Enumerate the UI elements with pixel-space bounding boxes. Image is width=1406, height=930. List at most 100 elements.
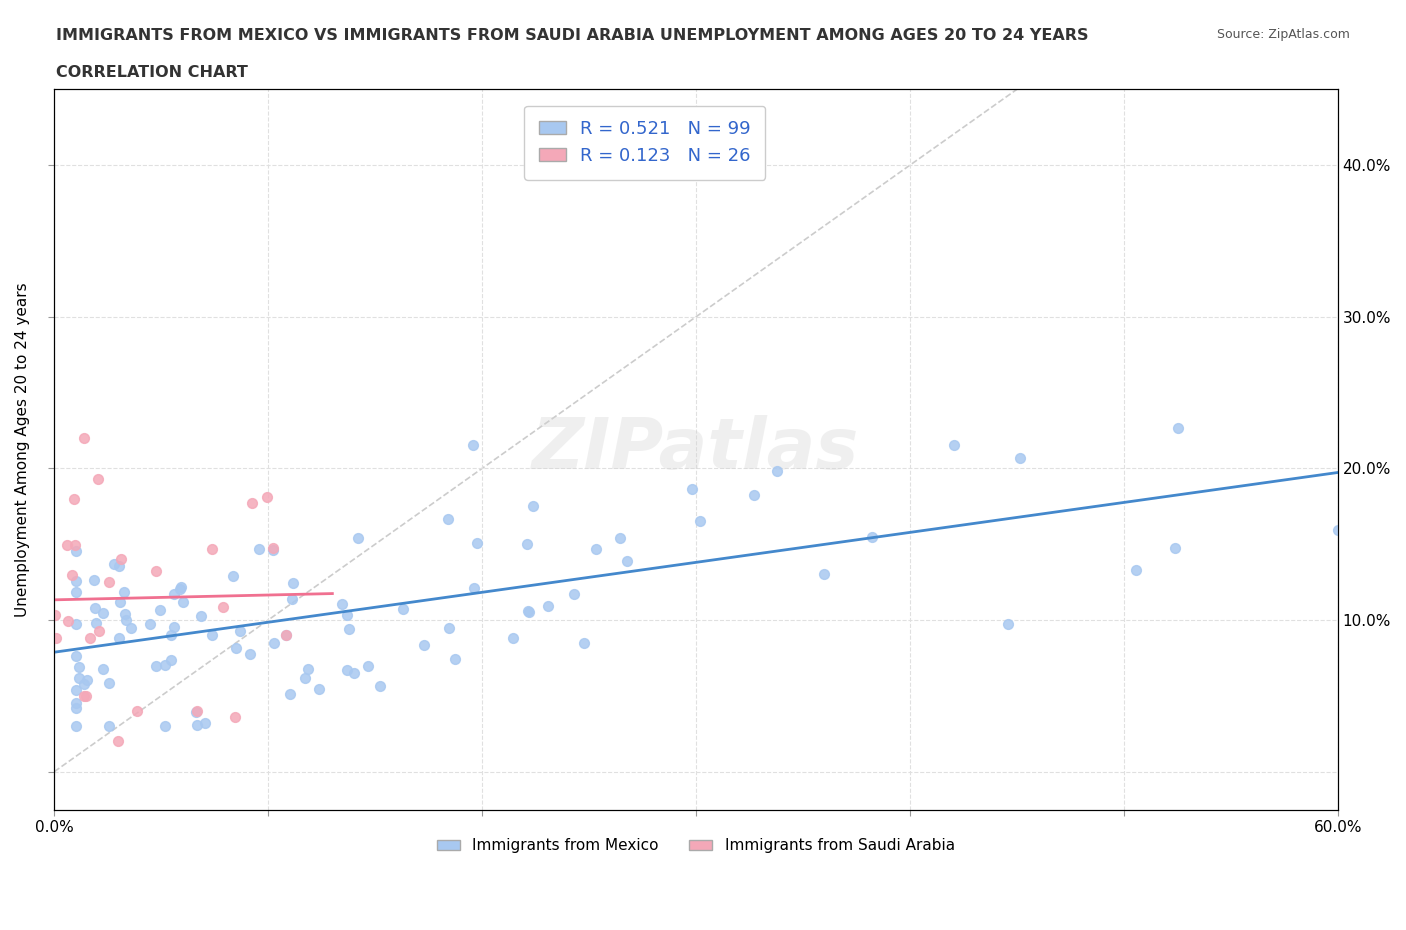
Point — [336, 662, 359, 677]
Point — [943, 438, 966, 453]
Point — [73, 431, 96, 445]
Point — [65, 574, 87, 589]
Point — [125, 703, 148, 718]
Point — [87, 472, 110, 486]
Point — [337, 621, 360, 636]
Point — [110, 551, 132, 566]
Point — [163, 587, 186, 602]
Point — [65, 544, 87, 559]
Point — [67, 671, 90, 685]
Point — [190, 609, 212, 624]
Point — [91, 661, 114, 676]
Point — [107, 558, 129, 573]
Point — [83, 573, 105, 588]
Point — [616, 553, 638, 568]
Point — [169, 579, 191, 594]
Point — [681, 481, 703, 496]
Point — [463, 580, 485, 595]
Point — [766, 464, 789, 479]
Point — [516, 603, 538, 618]
Point — [65, 696, 87, 711]
Point — [97, 675, 120, 690]
Point — [201, 628, 224, 643]
Point — [294, 671, 316, 685]
Point — [229, 624, 252, 639]
Point — [463, 437, 485, 452]
Point — [336, 608, 359, 623]
Point — [609, 531, 631, 546]
Point — [112, 585, 135, 600]
Point — [465, 536, 488, 551]
Point — [413, 638, 436, 653]
Point — [1326, 523, 1348, 538]
Point — [108, 631, 131, 645]
Point — [1167, 421, 1189, 436]
Point — [240, 496, 263, 511]
Point — [172, 595, 194, 610]
Point — [1008, 450, 1031, 465]
Point — [160, 628, 183, 643]
Point — [76, 672, 98, 687]
Point — [239, 646, 262, 661]
Point — [502, 631, 524, 645]
Point — [281, 576, 304, 591]
Legend: Immigrants from Mexico, Immigrants from Saudi Arabia: Immigrants from Mexico, Immigrants from … — [432, 832, 960, 859]
Point — [689, 514, 711, 529]
Point — [297, 661, 319, 676]
Point — [65, 719, 87, 734]
Point — [84, 616, 107, 631]
Point — [60, 567, 83, 582]
Point — [225, 641, 247, 656]
Point — [391, 602, 413, 617]
Point — [98, 574, 121, 589]
Point — [65, 584, 87, 599]
Point — [84, 600, 107, 615]
Point — [45, 631, 67, 645]
Point — [222, 568, 245, 583]
Point — [163, 619, 186, 634]
Point — [256, 489, 278, 504]
Point — [108, 594, 131, 609]
Point — [73, 676, 96, 691]
Y-axis label: Unemployment Among Ages 20 to 24 years: Unemployment Among Ages 20 to 24 years — [15, 282, 30, 617]
Text: IMMIGRANTS FROM MEXICO VS IMMIGRANTS FROM SAUDI ARABIA UNEMPLOYMENT AMONG AGES 2: IMMIGRANTS FROM MEXICO VS IMMIGRANTS FRO… — [56, 28, 1088, 43]
Point — [280, 591, 302, 606]
Point — [114, 606, 136, 621]
Point — [97, 719, 120, 734]
Point — [516, 537, 538, 551]
Point — [159, 653, 181, 668]
Point — [65, 618, 87, 632]
Point — [274, 628, 297, 643]
Text: Source: ZipAtlas.com: Source: ZipAtlas.com — [1216, 28, 1350, 41]
Point — [997, 617, 1019, 631]
Point — [145, 564, 167, 578]
Point — [368, 678, 391, 693]
Text: CORRELATION CHART: CORRELATION CHART — [56, 65, 247, 80]
Point — [439, 620, 461, 635]
Point — [308, 682, 330, 697]
Point — [574, 635, 596, 650]
Point — [139, 617, 162, 631]
Point — [1164, 540, 1187, 555]
Point — [274, 628, 297, 643]
Point — [860, 530, 883, 545]
Point — [247, 541, 270, 556]
Point — [262, 540, 284, 555]
Point — [44, 607, 66, 622]
Point — [278, 687, 301, 702]
Point — [744, 487, 766, 502]
Point — [585, 541, 607, 556]
Point — [813, 567, 835, 582]
Point — [75, 688, 97, 703]
Point — [65, 538, 87, 552]
Point — [169, 581, 191, 596]
Point — [330, 597, 353, 612]
Point — [149, 603, 172, 618]
Point — [91, 606, 114, 621]
Point — [347, 530, 370, 545]
Point — [1125, 563, 1147, 578]
Point — [343, 665, 366, 680]
Point — [537, 598, 560, 613]
Point — [67, 659, 90, 674]
Point — [194, 715, 217, 730]
